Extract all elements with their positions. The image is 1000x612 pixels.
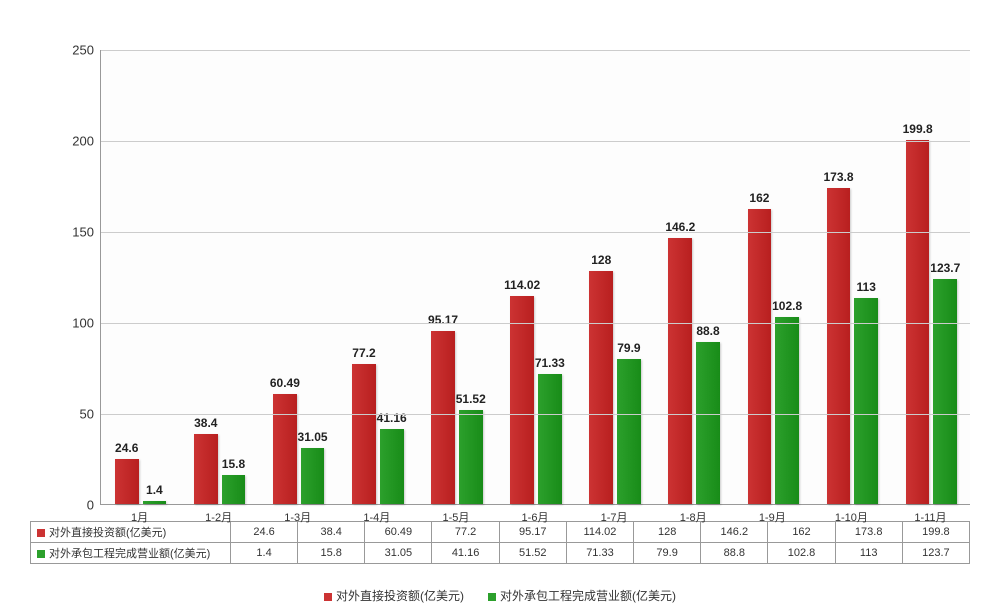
bar-value-label: 113 [857, 280, 876, 294]
bar-value-label: 123.7 [930, 261, 960, 275]
x-tick-label: 1月 [131, 509, 148, 525]
bar [748, 209, 772, 504]
bar [143, 501, 167, 504]
x-tick-label: 1-3月 [284, 509, 311, 525]
legend-label: 对外直接投资额(亿美元) [336, 589, 464, 603]
x-tick-label: 1-9月 [759, 509, 786, 525]
y-tick-label: 250 [44, 43, 94, 58]
x-tick-label: 1-6月 [522, 509, 549, 525]
y-tick-label: 200 [44, 134, 94, 149]
bar-value-label: 128 [591, 253, 611, 267]
bars-layer: 24.61.438.415.860.4931.0577.241.1695.175… [101, 50, 970, 504]
table-cell: 113 [835, 543, 902, 564]
legend-label: 对外承包工程完成营业额(亿美元) [500, 589, 676, 603]
table-cell: 15.8 [298, 543, 365, 564]
table-cell: 79.9 [634, 543, 701, 564]
bar [115, 459, 139, 504]
x-tick-label: 1-7月 [601, 509, 628, 525]
plot-area: 24.61.438.415.860.4931.0577.241.1695.175… [100, 50, 970, 505]
legend-swatch [324, 593, 332, 601]
bar-value-label: 95.17 [428, 313, 458, 327]
table-cell: 51.52 [499, 543, 566, 564]
bar [933, 279, 957, 504]
y-tick-label: 100 [44, 316, 94, 331]
table-series-name: 对外承包工程完成营业额(亿美元) [49, 548, 210, 560]
bar-value-label: 162 [749, 191, 769, 205]
x-tick-label: 1-4月 [363, 509, 390, 525]
table-cell: 102.8 [768, 543, 835, 564]
bar [194, 434, 218, 504]
bar-value-label: 24.6 [115, 441, 138, 455]
y-tick-label: 150 [44, 225, 94, 240]
bar [538, 374, 562, 504]
bar-value-label: 60.49 [270, 376, 300, 390]
bar-value-label: 102.8 [772, 299, 802, 313]
bar [510, 296, 534, 504]
bar-value-label: 79.9 [617, 341, 640, 355]
table-row: 对外直接投资额(亿美元)24.638.460.4977.295.17114.02… [31, 522, 970, 543]
bar-value-label: 173.8 [824, 170, 854, 184]
legend: 对外直接投资额(亿美元) 对外承包工程完成营业额(亿美元) [0, 587, 1000, 604]
bar [431, 331, 455, 504]
bar [668, 238, 692, 504]
bar [380, 429, 404, 504]
gridline [101, 141, 970, 142]
table-cell: 1.4 [230, 543, 297, 564]
legend-swatch [37, 550, 45, 558]
x-tick-label: 1-8月 [680, 509, 707, 525]
data-table: 对外直接投资额(亿美元)24.638.460.4977.295.17114.02… [30, 521, 970, 564]
gridline [101, 232, 970, 233]
bar-value-label: 1.4 [146, 483, 163, 497]
gridline [101, 323, 970, 324]
bar-value-label: 77.2 [352, 346, 375, 360]
bar-value-label: 38.4 [194, 416, 217, 430]
bar [459, 410, 483, 504]
bar [775, 317, 799, 504]
bar-value-label: 199.8 [903, 122, 933, 136]
bar-value-label: 71.33 [535, 356, 565, 370]
y-tick-label: 0 [44, 498, 94, 513]
bar [827, 188, 851, 504]
table-series-name: 对外直接投资额(亿美元) [49, 527, 166, 539]
table-series-label: 对外承包工程完成营业额(亿美元) [31, 543, 231, 564]
bar [589, 271, 613, 504]
bar [696, 342, 720, 504]
x-tick-label: 1-11月 [914, 509, 946, 525]
table-cell: 31.05 [365, 543, 432, 564]
bar-value-label: 15.8 [222, 457, 245, 471]
gridline [101, 50, 970, 51]
x-tick-label: 1-5月 [442, 509, 469, 525]
bar-value-label: 31.05 [298, 430, 328, 444]
x-tick-label: 1-2月 [205, 509, 232, 525]
legend-item: 对外直接投资额(亿美元) [324, 587, 464, 604]
table-row: 对外承包工程完成营业额(亿美元) 1.415.831.0541.1651.5271… [31, 543, 970, 564]
bar [352, 364, 376, 505]
x-tick-label: 1-10月 [835, 509, 868, 525]
bar-value-label: 51.52 [456, 392, 486, 406]
bar [301, 448, 325, 505]
table-cell: 41.16 [432, 543, 499, 564]
chart-container: 24.6 1.4 38.4 15.8 60.49 31.05 77.2 41.16 95.17 5… [0, 0, 1000, 612]
bar [854, 298, 878, 504]
table-cell: 88.8 [701, 543, 768, 564]
bar-value-label: 114.02 [504, 278, 540, 292]
bar-value-label: 88.8 [696, 324, 719, 338]
bar [222, 475, 246, 504]
table-cell: 123.7 [902, 543, 969, 564]
table-cell: 71.33 [566, 543, 633, 564]
bar [617, 359, 641, 504]
bar [273, 394, 297, 504]
gridline [101, 414, 970, 415]
legend-swatch [488, 593, 496, 601]
legend-item: 对外承包工程完成营业额(亿美元) [488, 587, 676, 604]
legend-swatch [37, 529, 45, 537]
y-tick-label: 50 [44, 407, 94, 422]
